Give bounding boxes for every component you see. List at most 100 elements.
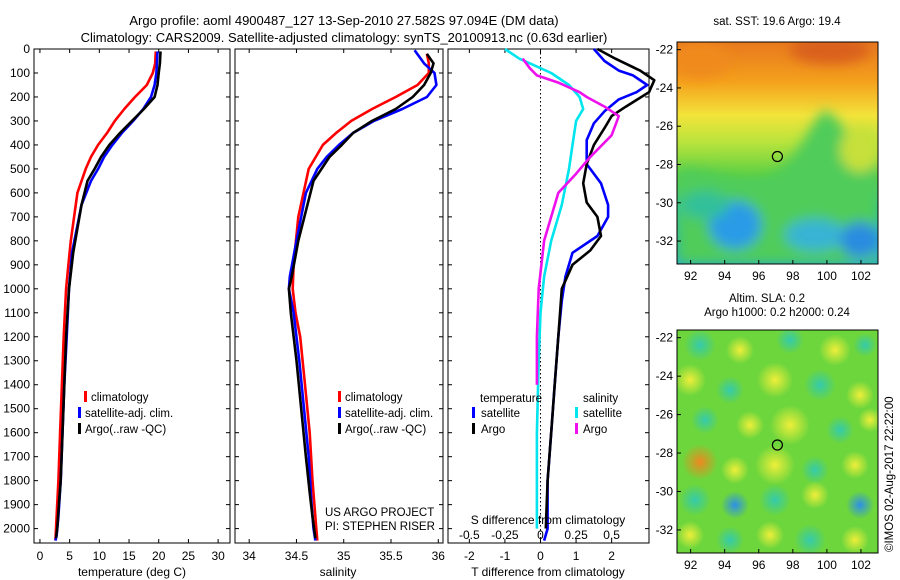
figure-subtitle: Climatology: CARS2009. Satellite-adjuste… <box>81 30 608 45</box>
series-line-climatology <box>291 53 431 541</box>
legend-label-argo: Argo(..raw -QC) <box>85 424 166 436</box>
series-line-argo-raw-qc <box>54 51 162 539</box>
difference-legend: temperature salinity satellite satellite… <box>472 393 622 436</box>
lon-tick-label: 94 <box>718 269 732 283</box>
depth-tick-label: 1300 <box>3 354 30 368</box>
lon-tick-label: 96 <box>752 269 766 283</box>
temperature-panel-frame <box>33 48 231 544</box>
sla-texture-blob <box>826 416 854 444</box>
sst-cool-patch <box>681 191 729 219</box>
depth-tick-label: 300 <box>10 114 30 128</box>
salinity-panel-frame <box>234 48 444 544</box>
series-line-satellite-adj-clim <box>287 49 438 541</box>
difference-panel-frame <box>447 48 650 544</box>
lon-tick-label: 98 <box>786 269 800 283</box>
lon-tick-label: 98 <box>786 558 800 572</box>
depth-tick-label: 600 <box>10 186 30 200</box>
imos-credit: ©IMOS 02-Aug-2017 22:22:00 <box>884 396 896 552</box>
sla-map-axes: 92 94 96 98 100 102 -22 -24 -26 -28 -30 -32 <box>656 331 872 572</box>
sla-texture-blob <box>846 491 874 519</box>
x-tick-label: 36 <box>432 549 446 563</box>
lat-tick-label: -30 <box>656 484 674 498</box>
sla-texture-blob <box>726 336 754 364</box>
salinity-xlabel: salinity <box>320 565 357 579</box>
lat-tick-label: -32 <box>656 234 674 248</box>
legend-label-t-satellite: satellite <box>481 408 520 420</box>
s-tick-label: -0.5 <box>459 528 480 542</box>
depth-tick-label: 2000 <box>3 522 30 536</box>
sla-texture-blob <box>679 484 711 516</box>
salinity-chart: 34 34.5 35 35.5 36 <box>243 49 446 563</box>
sla-texture-blob <box>677 521 704 549</box>
project-label: US ARGO PROJECT <box>325 507 434 519</box>
sla-texture-blob <box>755 445 795 485</box>
series-line-s-satellite <box>504 47 585 529</box>
sst-cool-patch <box>785 219 845 251</box>
lat-tick-label: -22 <box>656 331 674 345</box>
s-tick-label: -0.25 <box>491 528 519 542</box>
lat-tick-label: -28 <box>656 157 674 171</box>
series-line-satellite-adj-clim <box>54 51 159 541</box>
x-tick-label: -2 <box>464 549 475 563</box>
x-tick-label: 5 <box>66 549 73 563</box>
x-tick-label: -1 <box>500 549 511 563</box>
series-line-climatology <box>54 51 158 541</box>
legend-swatch-t-argo <box>472 423 475 434</box>
figure-title: Argo profile: aoml 4900487_127 13-Sep-20… <box>129 13 558 28</box>
sla-texture-blob <box>691 406 719 434</box>
sla-texture-blob <box>756 521 784 549</box>
legend-swatch-t-satellite <box>472 407 475 418</box>
x-tick-label: 0 <box>537 549 544 563</box>
sla-map-title: Altim. SLA: 0.2 <box>729 293 805 305</box>
depth-tick-label: 1100 <box>4 306 30 320</box>
x-tick-label: 35 <box>337 549 351 563</box>
lon-tick-label: 92 <box>684 269 698 283</box>
depth-tick-label: 1400 <box>3 378 30 392</box>
sla-texture-blob <box>841 451 869 479</box>
x-tick-label: 35.5 <box>379 549 403 563</box>
x-tick-label: 10 <box>93 549 107 563</box>
t-difference-xlabel: T difference from climatology <box>471 565 625 579</box>
lat-tick-label: -26 <box>656 119 674 133</box>
argo-location-marker <box>771 150 783 163</box>
temperature-legend: climatology satellite-adj. clim. Argo(..… <box>78 391 173 436</box>
depth-tick-label: 1200 <box>3 330 30 344</box>
argo-location-marker <box>771 439 783 451</box>
sla-texture-blob <box>677 364 706 396</box>
legend-label-argo: Argo(..raw -QC) <box>345 424 426 436</box>
x-tick-label: 20 <box>152 549 166 563</box>
lat-tick-label: -32 <box>656 523 674 537</box>
sla-texture-blob <box>801 456 829 484</box>
legend-swatch-s-argo <box>575 423 578 434</box>
sla-texture-blob <box>804 369 836 401</box>
lon-tick-label: 92 <box>684 558 698 572</box>
series-line-argo-raw-qc <box>287 53 435 539</box>
lon-tick-label: 94 <box>718 558 732 572</box>
depth-tick-label: 1500 <box>3 402 30 416</box>
depth-tick-label: 900 <box>10 258 30 272</box>
legend-label-climatology: climatology <box>91 392 149 404</box>
legend-swatch-climatology <box>338 391 341 402</box>
legend-label-satellite: satellite-adj. clim. <box>345 408 433 420</box>
sst-heatmap <box>677 42 878 264</box>
depth-tick-label: 0 <box>23 42 30 56</box>
sla-texture-blob <box>858 408 878 432</box>
sla-texture-blob <box>684 330 716 361</box>
sla-map-subtitle: Argo h1000: 0.2 h2000: 0.24 <box>704 307 850 319</box>
sla-texture-blob <box>794 524 826 553</box>
depth-axis: 0 100 200 300 400 500 600 700 800 900 1000 1100 1200… <box>3 42 649 536</box>
legend-label-s-argo: Argo <box>583 424 607 436</box>
sst-warm-patch <box>677 42 730 78</box>
legend-label-satellite: satellite-adj. clim. <box>85 408 173 420</box>
depth-tick-label: 500 <box>10 162 30 176</box>
depth-tick-label: 100 <box>10 66 30 80</box>
lat-tick-label: -30 <box>656 196 674 210</box>
depth-tick-label: 1700 <box>3 450 30 464</box>
lat-tick-label: -24 <box>656 369 674 383</box>
sla-texture-blob <box>721 491 749 519</box>
legend-swatch-argo <box>78 423 81 434</box>
depth-tick-label: 1800 <box>3 474 30 488</box>
lon-tick-label: 100 <box>817 269 837 283</box>
series-line-t-argo <box>544 47 656 529</box>
